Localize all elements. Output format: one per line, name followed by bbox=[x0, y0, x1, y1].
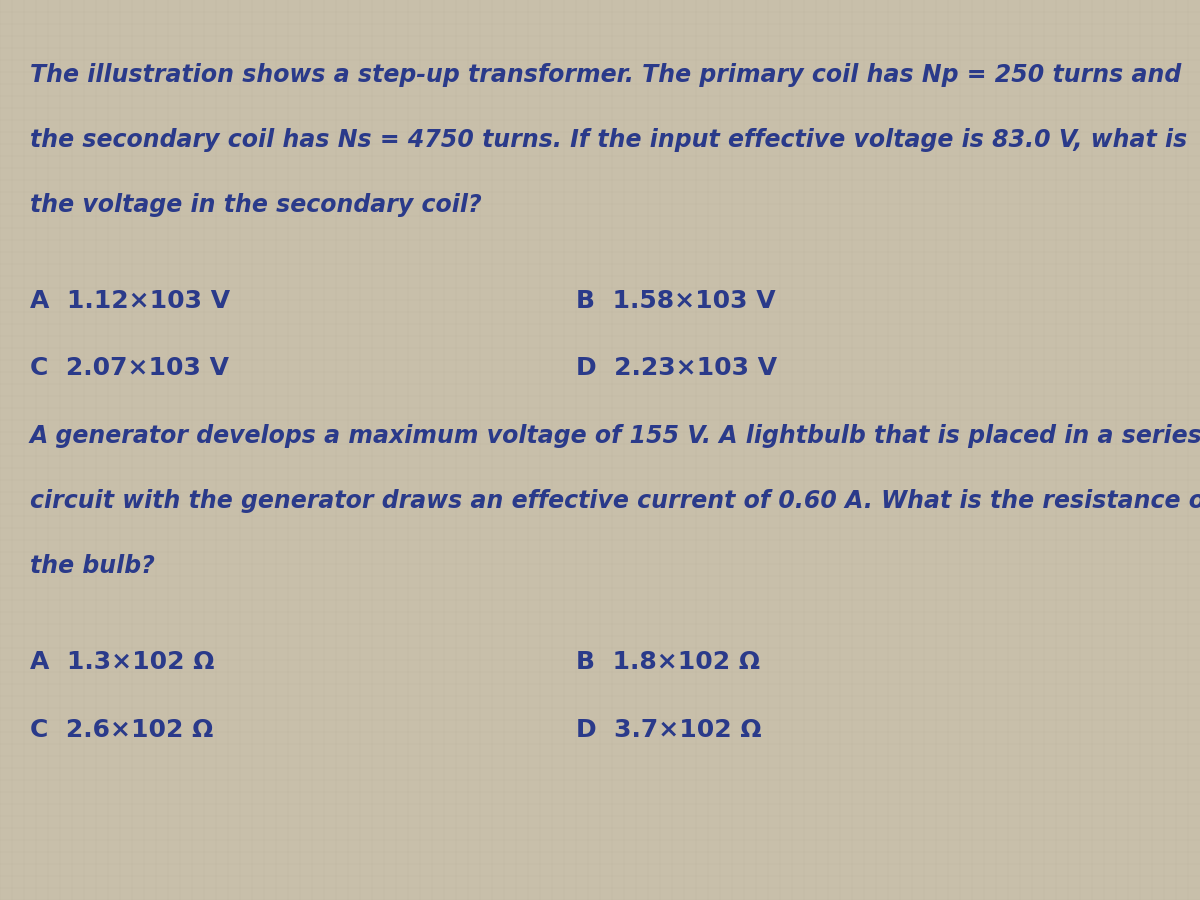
Text: A  1.3×102 Ω: A 1.3×102 Ω bbox=[30, 651, 215, 674]
Text: D  2.23×103 V: D 2.23×103 V bbox=[576, 356, 778, 381]
Text: C  2.6×102 Ω: C 2.6×102 Ω bbox=[30, 718, 214, 742]
Text: The illustration shows a step-up transformer. The primary coil has Np = 250 turn: The illustration shows a step-up transfo… bbox=[30, 63, 1181, 87]
Text: circuit with the generator draws an effective current of 0.60 A. What is the res: circuit with the generator draws an effe… bbox=[30, 490, 1200, 513]
Text: B  1.58×103 V: B 1.58×103 V bbox=[576, 289, 775, 313]
Text: C  2.07×103 V: C 2.07×103 V bbox=[30, 356, 229, 381]
Text: the voltage in the secondary coil?: the voltage in the secondary coil? bbox=[30, 193, 481, 217]
Text: B  1.8×102 Ω: B 1.8×102 Ω bbox=[576, 651, 760, 674]
Text: the secondary coil has Ns = 4750 turns. If the input effective voltage is 83.0 V: the secondary coil has Ns = 4750 turns. … bbox=[30, 128, 1187, 152]
Text: D  3.7×102 Ω: D 3.7×102 Ω bbox=[576, 718, 762, 742]
Text: A generator develops a maximum voltage of 155 V. A lightbulb that is placed in a: A generator develops a maximum voltage o… bbox=[30, 425, 1200, 448]
Text: the bulb?: the bulb? bbox=[30, 554, 155, 578]
Text: A  1.12×103 V: A 1.12×103 V bbox=[30, 289, 230, 313]
